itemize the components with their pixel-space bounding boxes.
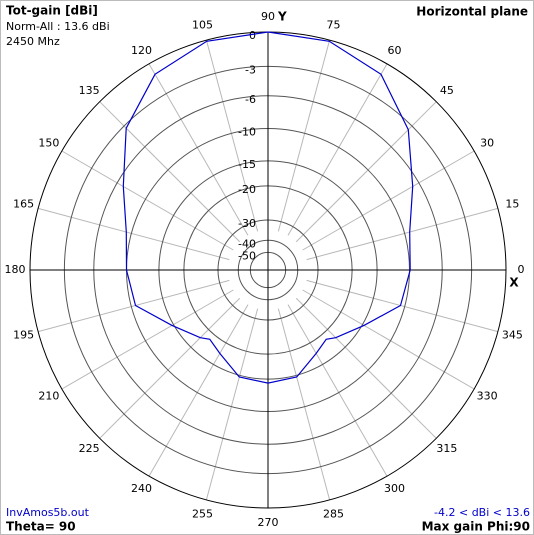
- plot: 0 -3 -6 -10 -15 -20 -30 -40-50 0 15 30 45 60 75 90 105 1…: [5, 10, 525, 529]
- r-tick-label: -6: [245, 93, 256, 106]
- theta-tick-label: 330: [477, 390, 498, 403]
- theta-tick-label: 165: [13, 198, 34, 211]
- gain-curve: [122, 31, 414, 384]
- theta-tick-label: 0: [518, 263, 525, 276]
- theta-tick-label: 240: [131, 482, 152, 495]
- r-tick-label: -30: [238, 217, 256, 230]
- spoke: [148, 304, 249, 477]
- x-axis-label: X: [509, 276, 519, 290]
- spoke: [277, 308, 331, 501]
- y-axis-label: Y: [277, 10, 287, 24]
- theta-tick-label: 45: [440, 84, 454, 97]
- file-label: InvAmos5b.out: [6, 506, 90, 519]
- spoke: [277, 39, 331, 232]
- spoke: [61, 150, 234, 251]
- r-tick-label: 0: [249, 29, 256, 42]
- theta-tick-label: 285: [323, 507, 344, 520]
- theta-tick-label: 105: [192, 19, 213, 32]
- spoke: [287, 304, 388, 477]
- spoke: [306, 207, 499, 261]
- theta-tick-label: 210: [38, 390, 59, 403]
- theta-tick-label: 15: [505, 198, 519, 211]
- theta-tick-label: 60: [388, 44, 402, 57]
- spoke: [99, 101, 241, 243]
- r-tick-label: -15: [238, 158, 256, 171]
- theta-tick-label: 195: [13, 328, 34, 341]
- spoke: [148, 63, 249, 236]
- theta-tick-label: 120: [131, 44, 152, 57]
- chart-title: Tot-gain [dBi]: [6, 4, 98, 18]
- theta-tick-label: 345: [502, 328, 523, 341]
- spoke: [205, 39, 259, 232]
- r-tick-label: -3: [245, 63, 256, 76]
- plane-label: Horizontal plane: [416, 5, 528, 19]
- theta-tick-label: 90: [261, 10, 275, 23]
- theta-tick-label: 225: [79, 442, 100, 455]
- spoke: [205, 308, 259, 501]
- range-label: -4.2 < dBi < 13.6: [434, 506, 530, 519]
- theta-tick-label: 300: [384, 482, 405, 495]
- spoke: [37, 207, 230, 261]
- spoke: [306, 279, 499, 333]
- subtitle: 2450 Mhz: [6, 35, 60, 48]
- theta-tick-label: 150: [38, 137, 59, 150]
- r-tick-label: -50: [238, 249, 256, 262]
- spoke: [287, 63, 388, 236]
- spoke: [99, 297, 241, 439]
- r-tick-label: -40: [238, 237, 256, 250]
- spoke: [295, 297, 437, 439]
- r-tick-label: -20: [238, 183, 256, 196]
- theta-tick-label: 270: [258, 516, 279, 529]
- theta-label: Theta= 90: [6, 520, 76, 534]
- max-gain-label: Max gain Phi:90: [422, 520, 530, 534]
- spoke: [295, 101, 437, 243]
- spoke: [37, 279, 230, 333]
- spoke: [302, 289, 475, 390]
- r-tick-label: -10: [238, 126, 256, 139]
- theta-tick-label: 255: [192, 507, 213, 520]
- theta-tick-label: 135: [79, 84, 100, 97]
- theta-tick-label: 180: [5, 263, 26, 276]
- theta-tick-label: 75: [326, 19, 340, 32]
- spoke: [302, 150, 475, 251]
- spoke: [61, 289, 234, 390]
- subtitle: Norm-All : 13.6 dBi: [6, 20, 110, 33]
- theta-tick-label: 315: [436, 442, 457, 455]
- theta-tick-label: 30: [480, 137, 494, 150]
